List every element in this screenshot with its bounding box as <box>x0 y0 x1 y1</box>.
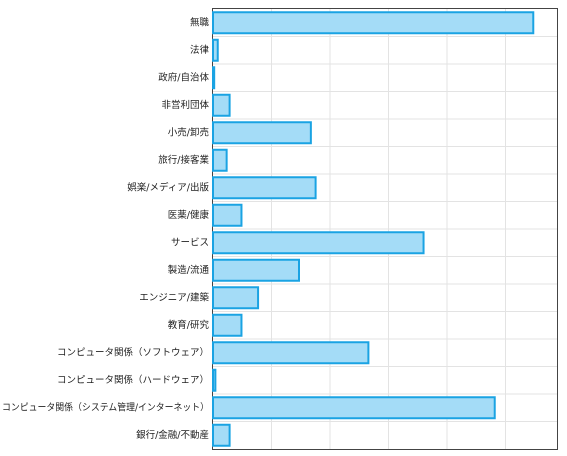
bar-15 <box>212 423 231 447</box>
category-label: 医薬/健康 <box>168 209 210 221</box>
category-label: コンピュータ関係（ハードウェア） <box>57 374 209 386</box>
category-label: 銀行/金融/不動産 <box>136 429 209 441</box>
bar-5 <box>212 148 228 172</box>
bar-12 <box>212 341 370 365</box>
bar-1 <box>212 38 219 62</box>
bar-8 <box>212 231 425 255</box>
category-label: 旅行/接客業 <box>158 154 209 166</box>
category-label: コンピュータ関係（システム管理/インターネット） <box>2 401 209 413</box>
bar-7 <box>212 203 243 227</box>
bar-11 <box>212 313 243 337</box>
category-label: 非営利団体 <box>161 99 209 111</box>
category-label: 無職 <box>190 16 210 28</box>
category-label: 政府/自治体 <box>158 71 209 83</box>
category-label: 教育/研究 <box>168 319 210 331</box>
bars <box>212 11 535 447</box>
category-label: 製造/流通 <box>168 264 210 276</box>
category-label: 小売/卸売 <box>168 126 209 138</box>
bar-9 <box>212 258 300 282</box>
category-label: コンピュータ関係（ソフトウェア） <box>57 346 209 358</box>
bar-3 <box>212 93 231 117</box>
bar-0 <box>212 11 535 35</box>
category-label: サービス <box>171 237 209 248</box>
category-label: 法律 <box>190 44 210 56</box>
bar-2 <box>212 66 216 90</box>
bar-4 <box>212 121 312 145</box>
bar-13 <box>212 368 217 392</box>
category-labels: 無職法律政府/自治体非営利団体小売/卸売旅行/接客業娯楽/メディア/出版医薬/健… <box>2 16 209 441</box>
bar-10 <box>212 286 260 310</box>
category-label: エンジニア/建築 <box>139 291 209 303</box>
bar-14 <box>212 396 496 420</box>
grid-lines <box>213 9 557 449</box>
category-label: 娯楽/メディア/出版 <box>127 181 209 193</box>
bar-6 <box>212 176 317 200</box>
